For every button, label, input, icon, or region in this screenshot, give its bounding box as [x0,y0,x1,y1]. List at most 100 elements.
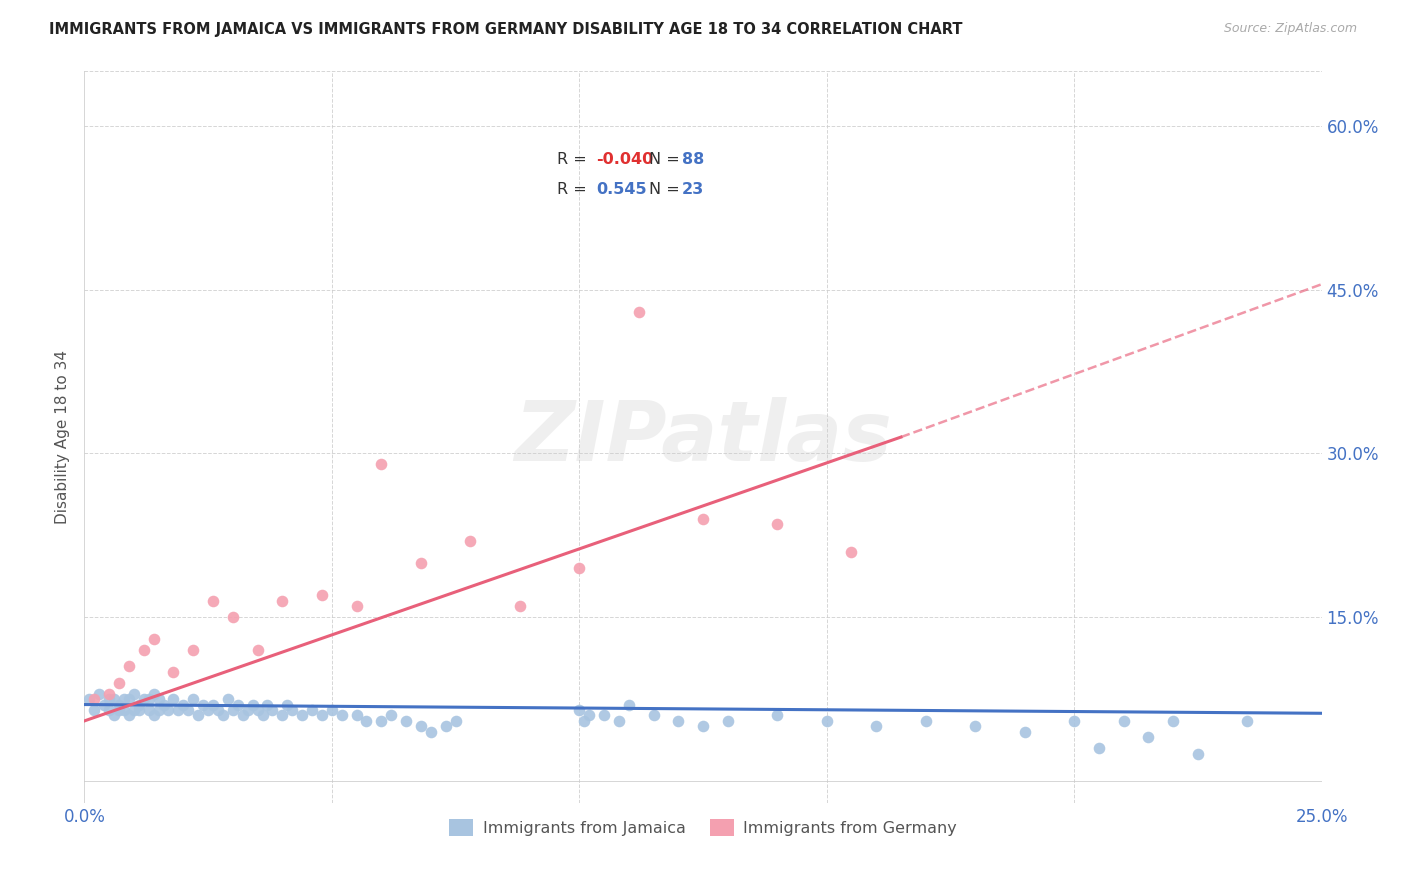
Point [236,703,259,717]
Point [262,703,284,717]
Point [330,708,353,723]
Point [79,692,101,706]
Point [276,698,298,712]
Point [717,714,740,728]
Point [346,708,368,723]
Point [568,561,591,575]
Point [593,708,616,723]
Point [222,610,245,624]
Point [122,703,145,717]
Legend: Immigrants from Jamaica, Immigrants from Germany: Immigrants from Jamaica, Immigrants from… [443,813,963,842]
Point [1236,714,1258,728]
Point [271,594,294,608]
Point [766,708,789,723]
Text: IMMIGRANTS FROM JAMAICA VS IMMIGRANTS FROM GERMANY DISABILITY AGE 18 TO 34 CORRE: IMMIGRANTS FROM JAMAICA VS IMMIGRANTS FR… [49,22,963,37]
Point [692,719,714,733]
Text: 23: 23 [682,183,704,197]
Point [865,719,887,733]
Point [627,304,650,318]
Point [1137,731,1160,745]
Text: N =: N = [648,152,685,167]
Point [434,719,457,733]
Point [118,692,141,706]
Point [419,724,441,739]
Point [1187,747,1209,761]
Point [281,703,304,717]
Point [148,703,170,717]
Point [226,698,249,712]
Point [103,708,125,723]
Point [103,692,125,706]
Point [291,708,314,723]
Point [167,703,190,717]
Point [202,698,225,712]
Point [118,659,141,673]
Point [128,703,150,717]
Point [172,698,194,712]
Point [98,692,121,706]
Text: 88: 88 [682,152,704,167]
Point [395,714,418,728]
Point [1112,714,1135,728]
Point [271,708,294,723]
Point [177,703,200,717]
Point [112,703,135,717]
Point [1088,741,1111,756]
Point [311,588,333,602]
Point [132,643,155,657]
Point [142,632,165,646]
Point [409,719,432,733]
Point [301,703,323,717]
Point [607,714,630,728]
Point [692,512,714,526]
Point [89,687,111,701]
Point [311,708,333,723]
Point [766,517,789,532]
Point [187,708,209,723]
Point [666,714,689,728]
Point [207,703,229,717]
Point [1014,724,1036,739]
Point [409,556,432,570]
Point [509,599,531,614]
Text: -0.040: -0.040 [596,152,654,167]
Point [138,692,160,706]
Point [152,698,174,712]
Point [83,692,105,706]
Point [132,692,155,706]
Point [142,708,165,723]
Point [142,687,165,701]
Point [181,643,204,657]
Y-axis label: Disability Age 18 to 34: Disability Age 18 to 34 [55,350,70,524]
Point [841,545,863,559]
Point [242,698,264,712]
Point [212,708,235,723]
Point [98,687,121,701]
Point [108,675,131,690]
Point [460,533,482,548]
Text: ZIPatlas: ZIPatlas [515,397,891,477]
Point [444,714,467,728]
Point [162,665,184,679]
Point [617,698,640,712]
Point [815,714,838,728]
Point [197,703,219,717]
Text: N =: N = [648,183,685,197]
Text: 0.545: 0.545 [596,183,647,197]
Point [232,708,254,723]
Point [568,703,591,717]
Point [191,698,214,712]
Point [914,714,936,728]
Text: R =: R = [557,183,598,197]
Point [574,714,596,728]
Text: Source: ZipAtlas.com: Source: ZipAtlas.com [1223,22,1357,36]
Point [370,458,392,472]
Point [98,703,121,717]
Point [83,703,105,717]
Point [578,708,600,723]
Point [321,703,343,717]
Point [1063,714,1085,728]
Point [246,643,269,657]
Point [93,698,115,712]
Point [356,714,378,728]
